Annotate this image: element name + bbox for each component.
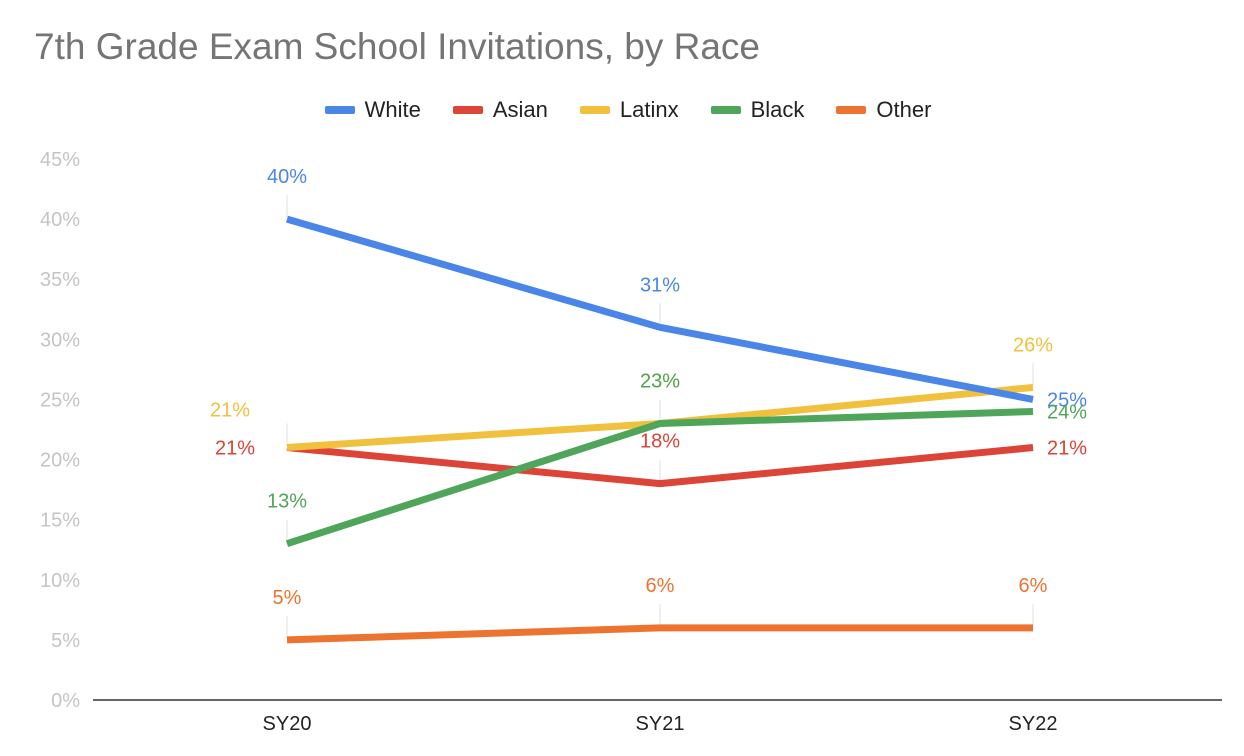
legend-swatch bbox=[324, 106, 355, 114]
y-tick-label: 40% bbox=[40, 209, 80, 231]
legend-swatch bbox=[836, 106, 867, 114]
y-tick-label: 10% bbox=[40, 570, 80, 592]
x-tick-label: SY22 bbox=[1009, 713, 1058, 735]
data-label-latinx: 21% bbox=[210, 400, 250, 422]
y-tick-label: 35% bbox=[40, 269, 80, 291]
data-label-other: 6% bbox=[646, 575, 675, 597]
data-label-white: 40% bbox=[267, 166, 307, 188]
legend-label: Latinx bbox=[619, 97, 679, 122]
legend-item-other[interactable]: Other bbox=[836, 97, 931, 123]
series-line-white bbox=[286, 215, 1034, 403]
y-tick-label: 0% bbox=[51, 690, 80, 712]
y-tick-label: 15% bbox=[40, 510, 80, 532]
chart-title: 7th Grade Exam School Invitations, by Ra… bbox=[34, 26, 760, 67]
data-label-latinx: 26% bbox=[1013, 334, 1053, 356]
data-label-black: 13% bbox=[267, 491, 307, 513]
data-label-asian: 21% bbox=[215, 438, 255, 460]
chart-legend: White Asian Latinx Black Other bbox=[0, 94, 1244, 126]
legend-label: Asian bbox=[492, 97, 548, 122]
data-label-black: 24% bbox=[1047, 401, 1087, 423]
y-tick-label: 25% bbox=[40, 389, 80, 411]
legend-item-asian[interactable]: Asian bbox=[452, 97, 548, 123]
series-line-asian bbox=[286, 444, 1034, 488]
data-label-latinx: 23% bbox=[640, 370, 680, 392]
data-label-asian: 18% bbox=[640, 431, 680, 453]
legend-label: Other bbox=[876, 97, 932, 122]
legend-swatch bbox=[579, 106, 610, 114]
legend-item-black[interactable]: Black bbox=[710, 97, 805, 123]
legend-label: Black bbox=[750, 97, 805, 122]
y-tick-label: 30% bbox=[40, 329, 80, 351]
x-tick-label: SY20 bbox=[263, 713, 312, 735]
series-line-black bbox=[285, 407, 1034, 548]
x-tick-label: SY21 bbox=[636, 713, 685, 735]
data-label-white: 25% bbox=[1047, 389, 1087, 411]
y-tick-label: 20% bbox=[40, 450, 80, 472]
legend-item-white[interactable]: White bbox=[324, 97, 421, 123]
data-label-black: 23% bbox=[640, 370, 680, 392]
legend-label: White bbox=[364, 97, 421, 122]
legend-swatch bbox=[452, 106, 483, 114]
legend-item-latinx[interactable]: Latinx bbox=[579, 97, 679, 123]
legend-swatch bbox=[710, 106, 741, 114]
data-label-other: 6% bbox=[1019, 575, 1048, 597]
y-tick-label: 45% bbox=[40, 149, 80, 171]
y-tick-label: 5% bbox=[51, 630, 80, 652]
series-line-other bbox=[286, 624, 1033, 644]
data-label-white: 31% bbox=[640, 274, 680, 296]
data-label-asian: 21% bbox=[1047, 438, 1087, 460]
data-label-other: 5% bbox=[273, 587, 302, 609]
